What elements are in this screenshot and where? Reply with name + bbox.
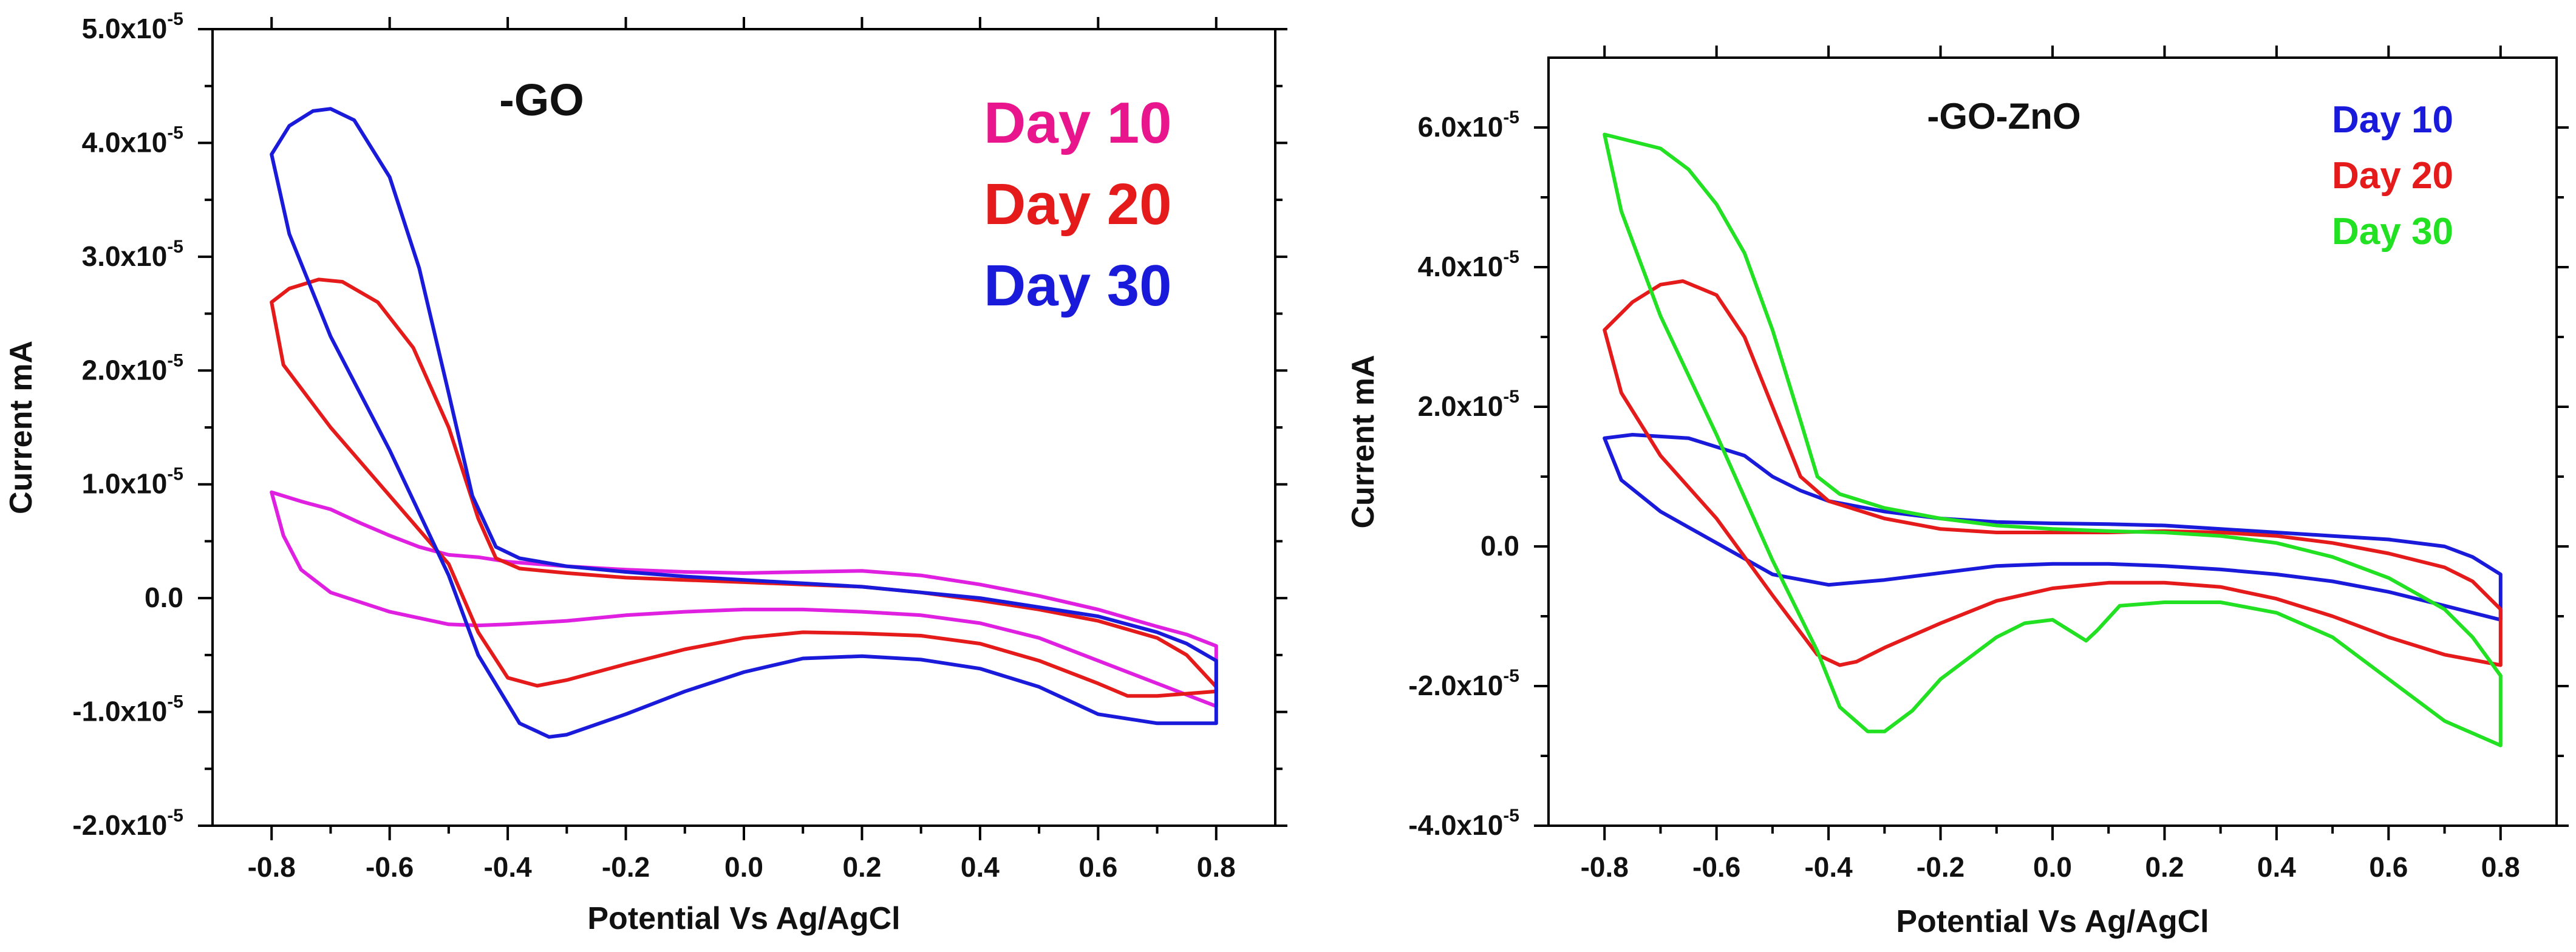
- x-tick-label: 0.4: [961, 851, 1000, 883]
- y-tick-label: -2.0x10-5: [1408, 666, 1519, 701]
- y-tick-label: 1.0x10-5: [82, 464, 183, 500]
- series-line-day-10: [270, 490, 1218, 709]
- legend-entry-day-10: Day 10: [984, 90, 1172, 155]
- y-tick-label: 6.0x10-5: [1418, 107, 1519, 143]
- x-tick-label: 0.2: [2145, 851, 2184, 883]
- x-tick-label: -0.4: [483, 851, 532, 883]
- chart-panel-2: -0.8 -0.6 -0.4 -0.2 0.0 0.2 0.4 0.6 0.8 -4.0x10-5…: [1346, 46, 2569, 939]
- legend-entry-day-10: Day 10: [2332, 99, 2453, 141]
- legend-entry-day-30: Day 30: [984, 253, 1172, 318]
- y-tick-label: 2.0x10-5: [82, 350, 183, 386]
- x-tick-label: 0.0: [724, 851, 763, 883]
- x-tick-label: 0.4: [2257, 851, 2296, 883]
- y-tick-label: 4.0x10-5: [1418, 247, 1519, 282]
- x-tick-label: -0.2: [1917, 851, 1964, 883]
- y-tick-label: -1.0x10-5: [72, 692, 183, 727]
- x-axis-title: Potential Vs Ag/AgCl: [1896, 904, 2209, 939]
- y-tick-label: 3.0x10-5: [82, 237, 183, 272]
- x-tick-label: -0.6: [1692, 851, 1740, 883]
- x-tick-label: 0.6: [1078, 851, 1117, 883]
- x-tick-label: 0.8: [2481, 851, 2520, 883]
- y-tick-label: 5.0x10-5: [82, 9, 183, 44]
- y-tick-label: 0.0: [1481, 530, 1519, 562]
- y-tick-label: -2.0x10-5: [72, 806, 183, 841]
- x-tick-label: -0.2: [602, 851, 650, 883]
- chart-panel-1: -0.8 -0.6 -0.4 -0.2 0.0 0.2 0.4 0.6 0.8 -2.0x10-5…: [4, 9, 1287, 936]
- legend-entry-day-20: Day 20: [2332, 155, 2453, 197]
- y-tick-label: 2.0x10-5: [1418, 387, 1519, 422]
- x-axis-title: Potential Vs Ag/AgCl: [587, 901, 900, 936]
- y-tick-label: 0.0: [145, 582, 183, 613]
- chart-title: -GO-ZnO: [1927, 96, 2080, 137]
- y-axis-title: Current mA: [4, 341, 39, 514]
- series-line-day-30: [270, 107, 1218, 739]
- y-tick-label: 4.0x10-5: [82, 123, 183, 158]
- legend-entry-day-20: Day 20: [984, 172, 1172, 237]
- series-line-day-20: [1603, 279, 2503, 667]
- x-tick-label: 0.0: [2033, 851, 2072, 883]
- x-tick-label: 0.8: [1197, 851, 1236, 883]
- x-tick-label: -0.8: [1581, 851, 1629, 883]
- x-tick-label: -0.6: [366, 851, 414, 883]
- series-line-day-20: [270, 277, 1218, 698]
- legend-entry-day-30: Day 30: [2332, 211, 2453, 253]
- series-line-day-30: [1603, 132, 2503, 747]
- x-tick-label: -0.4: [1804, 851, 1853, 883]
- y-tick-label: -4.0x10-5: [1408, 806, 1519, 841]
- y-axis-title: Current mA: [1346, 355, 1381, 528]
- x-tick-label: 0.2: [842, 851, 881, 883]
- chart-title: -GO: [499, 75, 584, 125]
- x-tick-label: 0.6: [2369, 851, 2408, 883]
- x-tick-label: -0.8: [248, 851, 296, 883]
